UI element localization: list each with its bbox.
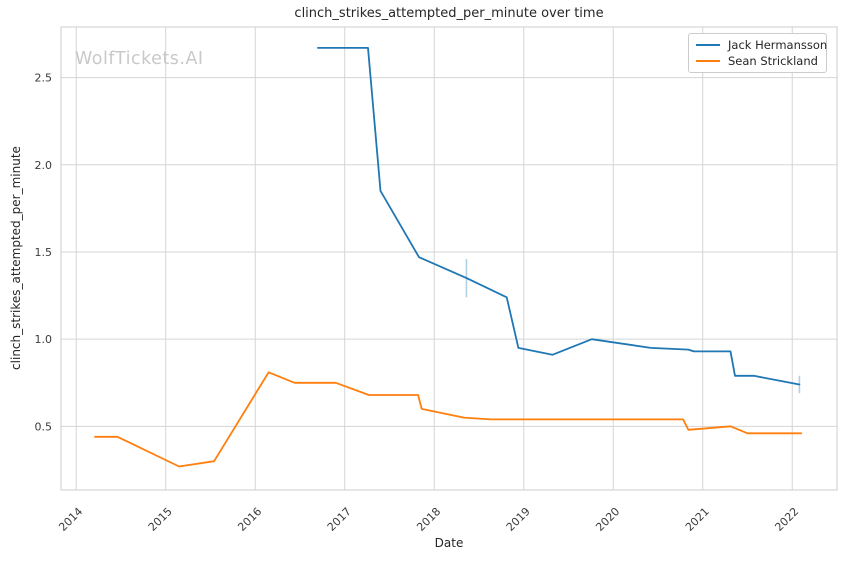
axes-frame <box>60 26 838 491</box>
legend: Jack Hermansson Sean Strickland <box>688 33 827 73</box>
legend-item-jack-hermansson: Jack Hermansson <box>696 38 827 52</box>
x-axis-label: Date <box>434 536 464 550</box>
y-axis-label: clinch_strikes_attempted_per_minute <box>9 146 23 370</box>
y-tick-label: 2.0 <box>35 159 53 172</box>
x-tick-label: 2014 <box>56 505 85 534</box>
x-tick-label: 2020 <box>593 505 622 534</box>
x-tick-label: 2017 <box>325 505 354 534</box>
legend-label-sean-strickland: Sean Strickland <box>728 54 818 68</box>
legend-line-swatch-orange <box>696 60 720 62</box>
chart-title: clinch_strikes_attempted_per_minute over… <box>294 6 604 21</box>
y-tick-label: 1.5 <box>35 246 53 259</box>
y-tick-label: 1.0 <box>35 333 53 346</box>
y-tick-label: 2.5 <box>35 72 53 85</box>
x-tick-label: 2021 <box>683 505 712 534</box>
watermark: WolfTickets.AI <box>75 49 204 69</box>
x-tick-label: 2015 <box>146 505 175 534</box>
y-tick-label: 0.5 <box>35 420 53 433</box>
x-tick-label: 2019 <box>504 505 533 534</box>
legend-line-swatch-blue <box>696 44 720 46</box>
legend-label-jack-hermansson: Jack Hermansson <box>728 38 828 52</box>
series-line-sean-strickland <box>94 371 803 468</box>
x-tick-label: 2018 <box>414 505 443 534</box>
x-tick-label: 2022 <box>772 505 801 534</box>
legend-item-sean-strickland: Sean Strickland <box>696 54 819 68</box>
series-line-jack-hermansson <box>316 47 801 386</box>
x-tick-label: 2016 <box>235 505 264 534</box>
